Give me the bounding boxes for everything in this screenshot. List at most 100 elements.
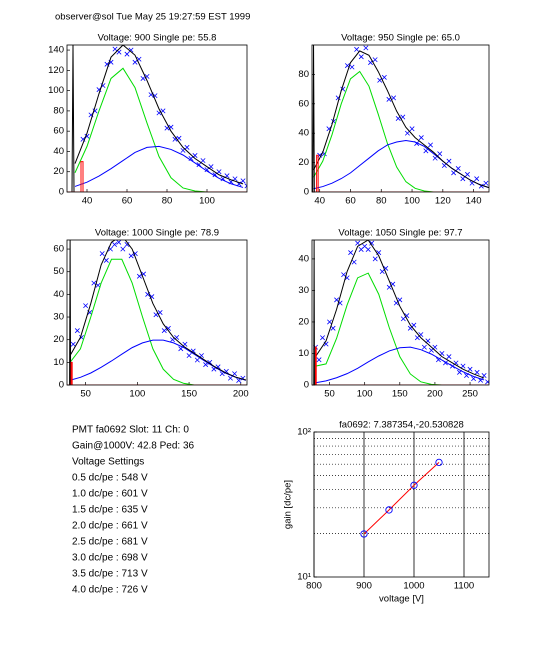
data-point (428, 142, 433, 148)
x-tick-label: 900 (356, 581, 372, 592)
y-tick-label: 30 (53, 312, 64, 323)
x-tick-label: 60 (122, 196, 133, 207)
curve (315, 346, 485, 384)
x-tick-label: 50 (324, 389, 335, 400)
x-tick-label: 60 (345, 196, 356, 207)
axes-frame (313, 431, 490, 578)
axes-frame (311, 44, 490, 193)
plot-area (360, 458, 443, 538)
y-tick-label: 0 (59, 187, 64, 198)
curve (71, 45, 75, 192)
x-tick-label: 100 (404, 196, 420, 207)
data-point (446, 354, 452, 360)
y-tick-label: 20 (298, 157, 309, 168)
info-line: 3.0 dc/pe : 698 V (72, 553, 148, 564)
data-point (186, 353, 192, 359)
info-block: PMT fa0692 Slot: 11 Ch: 0 Gain@1000V: 42.… (72, 425, 195, 596)
axes-frame (66, 44, 248, 193)
data-point (351, 259, 357, 265)
y-tick-label: 120 (48, 65, 64, 76)
data-point (435, 357, 441, 363)
data-point (460, 363, 466, 369)
chart-title: Voltage: 950 Single pe: 65.0 (341, 33, 460, 44)
curve (69, 258, 246, 385)
info-line: Voltage Settings (72, 457, 144, 468)
info-line: 2.5 dc/pe : 681 V (72, 537, 148, 548)
data-point (194, 357, 200, 363)
data-point (327, 319, 333, 325)
data-point (70, 341, 76, 347)
axes: Voltage: 950 Single pe: 65.0 40 60 80 100 120… (298, 33, 490, 207)
data-point (124, 51, 130, 57)
plot-area (312, 240, 489, 385)
info-line: 0.5 dc/pe : 548 V (72, 473, 148, 484)
data-point (411, 322, 417, 328)
data-point (421, 344, 427, 350)
data-point (349, 64, 355, 70)
curve (67, 161, 247, 192)
data-point (460, 176, 466, 182)
data-point (410, 481, 418, 489)
chart-title: Voltage: 1050 Single pe: 97.7 (338, 228, 462, 239)
y-tick-label: 10² (297, 427, 311, 438)
data-point (74, 328, 80, 334)
curve (313, 240, 315, 385)
axes: Voltage: 1000 Single pe: 78.950 100 150 200… (53, 228, 248, 400)
data-point (99, 251, 105, 257)
x-tick-label: 100 (129, 389, 145, 400)
axes-frame (66, 239, 248, 386)
curve (313, 50, 489, 189)
data-point (161, 328, 167, 334)
info-line: PMT fa0692 Slot: 11 Ch: 0 (72, 425, 189, 436)
info-line: 4.0 dc/pe : 726 V (72, 585, 148, 596)
curve (313, 70, 489, 192)
curve (315, 272, 485, 385)
data-point (244, 183, 247, 189)
y-axis-label: gain [dc/pe] (283, 480, 294, 529)
data-point (165, 325, 171, 331)
data-point (385, 506, 393, 514)
x-tick-label: 150 (181, 389, 197, 400)
y-tick-label: 80 (53, 105, 64, 116)
data-point (455, 165, 461, 171)
data-point (184, 144, 190, 150)
data-point (348, 250, 354, 256)
axes: fa0692: 7.387354,-20.530828 800 900 1000 110… (283, 420, 490, 605)
x-axis-label: voltage [V] (379, 594, 424, 605)
x-tick-label: 1000 (403, 581, 424, 592)
header: observer@sol Tue May 25 19:27:59 EST 199… (55, 12, 250, 23)
y-tick-label: 50 (53, 266, 64, 277)
y-tick-label: 80 (298, 69, 309, 80)
data-point (474, 369, 480, 375)
data-point (437, 151, 443, 157)
data-point (232, 371, 238, 377)
data-point (316, 357, 322, 363)
y-tick-label: 10 (298, 348, 309, 359)
data-point (112, 242, 118, 248)
y-tick-label: 20 (298, 316, 309, 327)
data-point (240, 178, 246, 184)
data-point (391, 95, 397, 101)
chart-title: Voltage: 900 Single pe: 55.8 (98, 33, 217, 44)
y-tick-label: 40 (298, 253, 309, 264)
y-tick-label: 140 (48, 45, 64, 56)
data-point (358, 54, 364, 60)
data-point (464, 171, 470, 177)
data-point (404, 130, 410, 136)
y-tick-label: 0 (304, 187, 309, 198)
data-point (474, 176, 480, 182)
data-point (446, 158, 452, 164)
x-tick-label: 200 (427, 389, 443, 400)
x-tick-label: 1100 (454, 581, 474, 592)
y-tick-label: 20 (53, 166, 64, 177)
data-point (354, 46, 360, 52)
y-tick-label: 40 (53, 146, 64, 157)
x-tick-label: 40 (314, 196, 325, 207)
data-point (103, 257, 109, 263)
data-point (116, 240, 122, 245)
x-tick-label: 200 (233, 389, 249, 400)
curve (312, 346, 489, 385)
info-line: 2.0 dc/pe : 661 V (72, 521, 148, 532)
